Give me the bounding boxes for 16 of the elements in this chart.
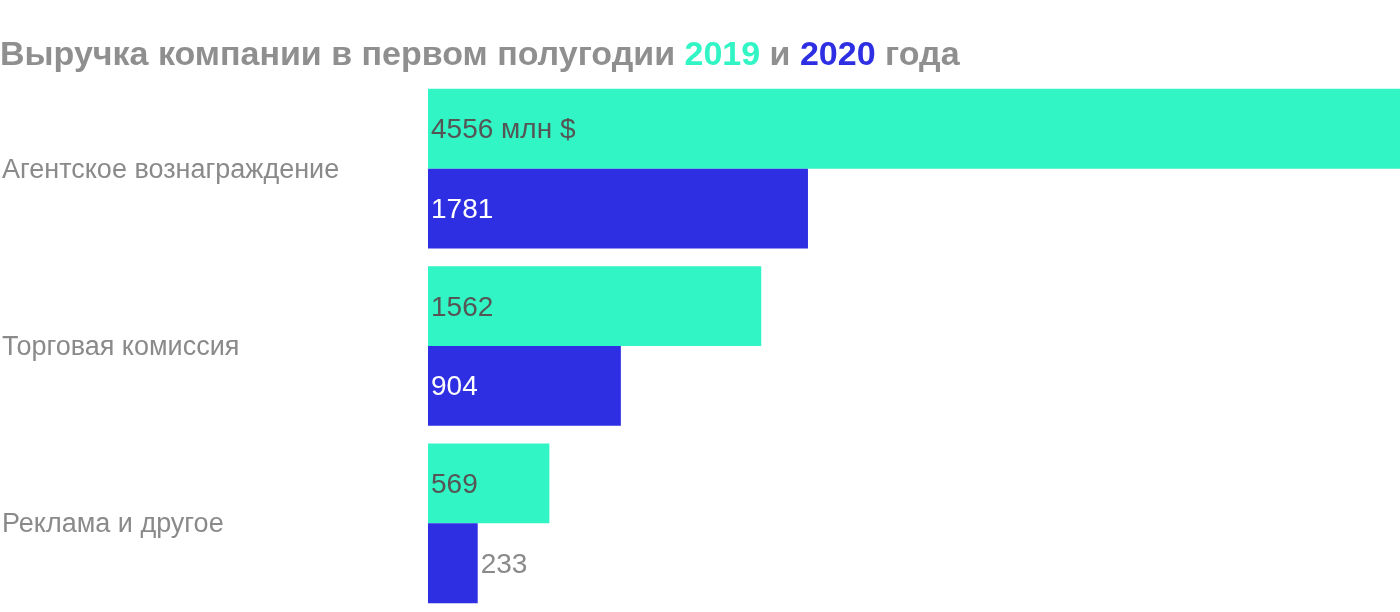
bar [428, 168, 808, 249]
data-label: 4556 млн $ [431, 113, 576, 145]
data-label: 1781 [431, 193, 494, 225]
data-label: 233 [480, 547, 528, 579]
data-label: 569 [431, 467, 478, 499]
y-tick-label: Реклама и другое [2, 508, 224, 538]
text: Выручка компании в первом полугодии 2019 и 2020 года [0, 33, 961, 72]
bar [428, 523, 478, 604]
y-tick-label: Агентское вознаграждение [2, 154, 340, 184]
y-tick-label: Торговая комиссия [2, 331, 240, 361]
data-label: 1562 [431, 290, 494, 322]
data-label: 904 [431, 370, 478, 402]
bar [428, 266, 762, 346]
bar [428, 88, 1400, 169]
bar [428, 346, 621, 426]
bar [428, 443, 550, 524]
